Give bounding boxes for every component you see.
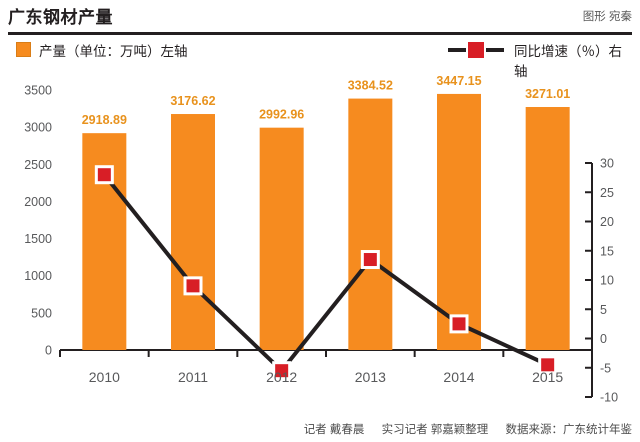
growth-rate-marker: [449, 314, 469, 334]
x-axis-ticks: [59, 350, 593, 357]
y-axis-tick-label: 3000: [24, 121, 52, 135]
growth-rate-marker: [94, 165, 114, 185]
bar-value-label: 3384.52: [348, 79, 393, 93]
y-axis-tick-label: 1000: [24, 269, 52, 283]
y2-axis-tick-label: 20: [600, 215, 614, 229]
growth-rate-marker: [360, 250, 380, 270]
y-axis-tick-label: 2500: [24, 158, 52, 172]
bar: [525, 107, 570, 351]
header-divider: [8, 32, 632, 35]
y2-axis-tick-label: 15: [600, 244, 614, 258]
x-axis-tick-label: 2012: [266, 369, 297, 385]
footer-reporter: 记者 戴春晨: [303, 424, 365, 436]
bar-value-label: 3447.15: [436, 74, 481, 88]
x-axis-labels: 2010 2011 2012 2013 2014 2015: [89, 369, 564, 385]
chart-header: 广东钢材产量 图形 宛秦: [8, 2, 632, 32]
bar: [171, 114, 215, 350]
bar: [259, 127, 304, 350]
x-axis-tick-label: 2014: [443, 369, 474, 385]
legend-line-right-segment: [486, 48, 504, 52]
growth-rate-marker: [272, 361, 292, 381]
growth-rate-marker: [538, 355, 558, 375]
footer-intern: 实习记者 郭嘉颖整理: [381, 424, 489, 436]
growth-rate-line: [102, 173, 549, 373]
bar-series: [82, 93, 570, 351]
legend-line-left-segment: [448, 48, 466, 52]
y2-axis-tick-label: 25: [600, 186, 614, 200]
bar-value-label: 2992.96: [259, 108, 304, 122]
left-axis: 3500 3000 2500 2000 1500 1000 500 0: [24, 84, 52, 358]
right-axis: 30 25 20 15 10 5 0 -5 -10: [585, 157, 618, 405]
x-axis-tick-label: 2013: [355, 369, 386, 385]
x-axis-tick-label: 2015: [532, 369, 563, 385]
y2-axis-tick-label: 30: [600, 157, 614, 171]
y-axis-tick-label: 1500: [24, 232, 52, 246]
y-axis-tick-label: 0: [45, 344, 52, 358]
y-axis-tick-label: 3500: [24, 84, 52, 98]
chart-legend: 产量（单位：万吨）左轴 同比增速（％）右轴: [8, 38, 632, 79]
chart-footer: 记者 戴春晨 实习记者 郭嘉颖整理 数据来源：广东统计年鉴: [0, 421, 632, 439]
y2-axis-tick-label: 10: [600, 274, 614, 288]
legend-line-marker: [448, 42, 504, 58]
y2-axis-tick-label: 0: [600, 332, 607, 346]
legend-square-marker-icon: [468, 42, 484, 58]
footer-source: 数据来源：广东统计年鉴: [505, 424, 633, 436]
legend-bar-swatch: [16, 42, 31, 57]
x-axis-tick-label: 2011: [178, 369, 208, 385]
y-axis-tick-label: 500: [31, 306, 52, 320]
growth-rate-marker: [183, 276, 203, 296]
x-axis-tick-label: 2010: [89, 369, 120, 385]
y2-axis-tick-label: 5: [600, 303, 607, 317]
bar-value-label: 2918.89: [82, 113, 127, 127]
legend-bar-label: 产量（单位：万吨）左轴: [39, 44, 188, 59]
growth-rate-markers: [94, 165, 558, 381]
bar-value-label: 3271.01: [525, 87, 570, 101]
y2-axis-tick-label: -10: [600, 391, 618, 405]
bar: [348, 98, 393, 350]
legend-line-label: 同比增速（％）右轴: [514, 44, 622, 79]
bar-value-label: 3176.62: [170, 94, 215, 108]
y-axis-tick-label: 2000: [24, 195, 52, 209]
bar: [437, 93, 481, 351]
page-title: 广东钢材产量: [8, 8, 113, 27]
graphic-credit: 图形 宛秦: [582, 11, 632, 23]
bar-value-labels: 2918.89 3176.62 2992.96 3384.52 3447.15 3271.…: [82, 74, 571, 127]
y2-axis-tick-label: -5: [600, 361, 611, 375]
